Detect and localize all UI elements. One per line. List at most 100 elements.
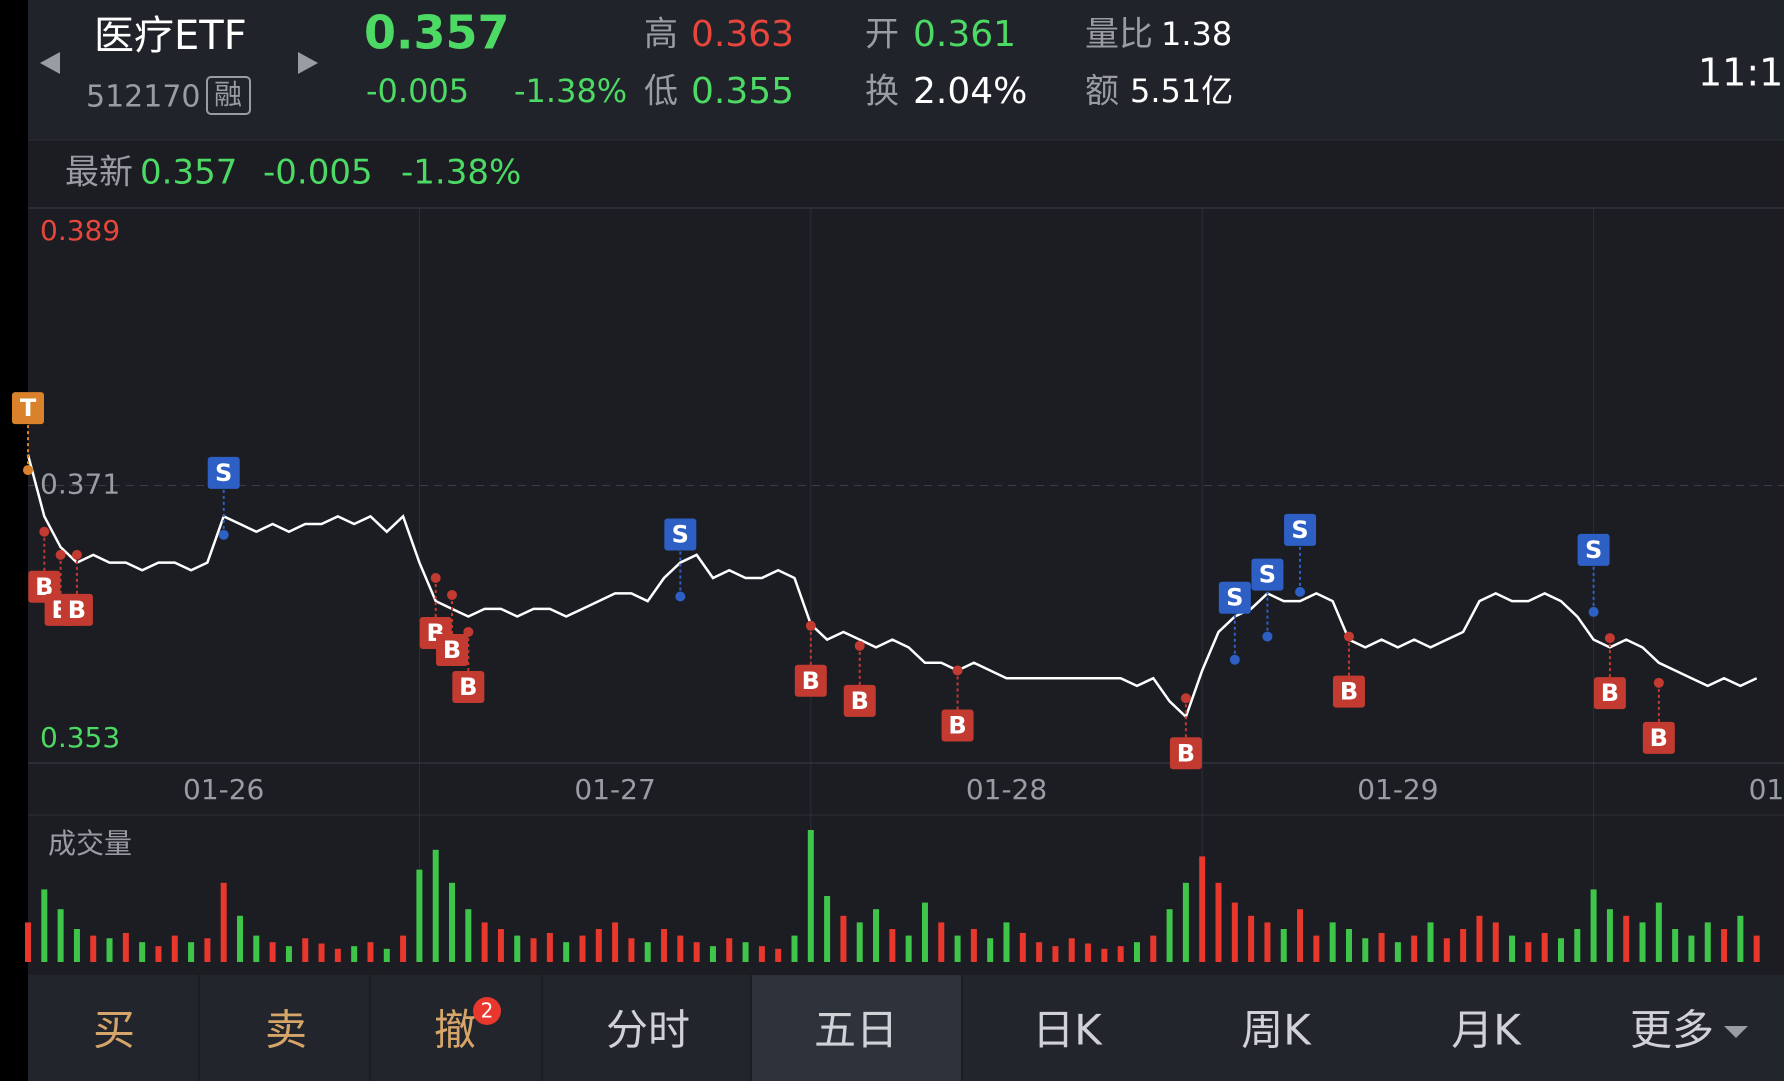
info-price: 0.357	[140, 153, 237, 193]
trade-marker[interactable]	[452, 670, 485, 703]
volume-bar	[644, 942, 651, 962]
volume-bar	[873, 909, 880, 962]
trade-marker[interactable]	[207, 456, 240, 489]
tab[interactable]: 卖	[265, 1006, 307, 1055]
volume-bar	[856, 922, 863, 962]
volume-bar	[595, 929, 602, 962]
trade-marker[interactable]	[1332, 675, 1365, 708]
info-change: -0.005	[263, 153, 373, 193]
trade-point	[854, 640, 865, 651]
volume-bar	[1150, 935, 1157, 962]
tab[interactable]: 分时	[606, 1006, 690, 1055]
trade-marker[interactable]	[1593, 677, 1626, 710]
volume-bar	[1085, 943, 1092, 962]
value: 0.355	[691, 71, 794, 112]
trade-point	[1262, 631, 1273, 642]
volume-bar	[693, 942, 700, 962]
clock: 11:16	[1698, 51, 1784, 95]
trade-marker-label: B	[35, 573, 53, 601]
trade-marker[interactable]	[1284, 513, 1317, 546]
y-tick-label: 0.353	[40, 721, 120, 754]
tab[interactable]: 撤	[434, 1006, 476, 1055]
tab[interactable]: 日K	[1032, 1006, 1103, 1055]
trade-marker[interactable]	[12, 392, 44, 425]
volume-bar	[318, 943, 325, 962]
trade-marker[interactable]	[664, 518, 697, 551]
volume-bar	[1623, 915, 1630, 962]
volume-label: 成交量	[48, 827, 132, 860]
volume-bar	[546, 932, 553, 962]
volume-bar	[25, 922, 31, 962]
trade-marker[interactable]	[843, 684, 876, 717]
volume-bar	[938, 922, 945, 962]
volume-bar	[726, 938, 733, 962]
label: 高	[644, 15, 678, 55]
tab[interactable]: 月K	[1451, 1006, 1522, 1055]
trade-marker-label: B	[802, 667, 820, 695]
volume-bar	[1199, 856, 1206, 962]
volume-bar	[791, 935, 798, 962]
tab-active-bg	[751, 975, 962, 1081]
volume-bar	[742, 942, 749, 962]
trade-marker-label: T	[20, 394, 37, 422]
trade-point	[447, 589, 458, 600]
trade-marker-label: B	[1340, 678, 1358, 706]
volume-bar	[563, 942, 570, 962]
x-tick-label: 01-29	[1357, 773, 1438, 806]
volume-bar	[1525, 942, 1532, 962]
trade-marker-label: B	[1601, 679, 1619, 707]
volume-bar	[612, 922, 619, 962]
volume-bar	[497, 929, 504, 962]
prev-arrow[interactable]	[40, 52, 60, 74]
tab[interactable]: 更多	[1630, 1006, 1714, 1055]
trade-point	[1604, 633, 1615, 644]
volume-bar	[1460, 929, 1467, 962]
trade-marker[interactable]	[1218, 581, 1251, 614]
volume-bar	[57, 909, 64, 962]
volume-bar	[302, 938, 309, 962]
volume-bar	[1345, 929, 1352, 962]
trade-marker[interactable]	[794, 664, 827, 697]
margin-tag: 融	[214, 78, 242, 111]
x-tick-label: 01-28	[966, 773, 1047, 806]
trade-marker[interactable]	[1577, 533, 1610, 566]
volume-bar	[1509, 935, 1516, 962]
trade-marker-label: S	[672, 521, 689, 549]
trade-marker[interactable]	[1642, 721, 1675, 754]
volume-bar	[1427, 922, 1434, 962]
volume-bar	[481, 922, 488, 962]
volume-bar	[889, 929, 896, 962]
volume-bar	[1019, 932, 1026, 962]
tab[interactable]: 周K	[1241, 1006, 1312, 1055]
info-label: 最新	[65, 153, 133, 193]
volume-bar	[824, 896, 831, 962]
volume-bar	[579, 935, 586, 962]
volume-bar	[661, 929, 668, 962]
volume-bar	[1590, 889, 1597, 962]
volume-bar	[1052, 946, 1059, 962]
volume-bar	[1166, 909, 1173, 962]
trade-marker[interactable]	[1169, 737, 1202, 770]
value: 0.361	[913, 14, 1016, 55]
volume-bar	[1231, 902, 1238, 962]
value: 1.38	[1161, 15, 1232, 53]
trade-point	[218, 529, 229, 540]
next-arrow[interactable]	[298, 52, 318, 74]
volume-bar	[171, 935, 178, 962]
volume-bar	[1378, 932, 1385, 962]
volume-bar	[383, 948, 390, 962]
tab[interactable]: 买	[93, 1006, 135, 1055]
trade-marker[interactable]	[60, 593, 93, 626]
volume-bar	[432, 849, 439, 962]
dropdown-arrow[interactable]	[1724, 1026, 1748, 1038]
trade-marker[interactable]	[1251, 558, 1284, 591]
volume-bar	[1557, 938, 1564, 962]
trade-marker[interactable]	[941, 709, 974, 742]
volume-bar	[1117, 946, 1124, 962]
volume-bar	[139, 942, 146, 962]
volume-bar	[1737, 915, 1744, 962]
volume-bar	[1704, 922, 1711, 962]
trade-marker[interactable]	[436, 633, 469, 666]
tab[interactable]: 五日	[814, 1006, 898, 1055]
tag-box	[206, 76, 251, 115]
